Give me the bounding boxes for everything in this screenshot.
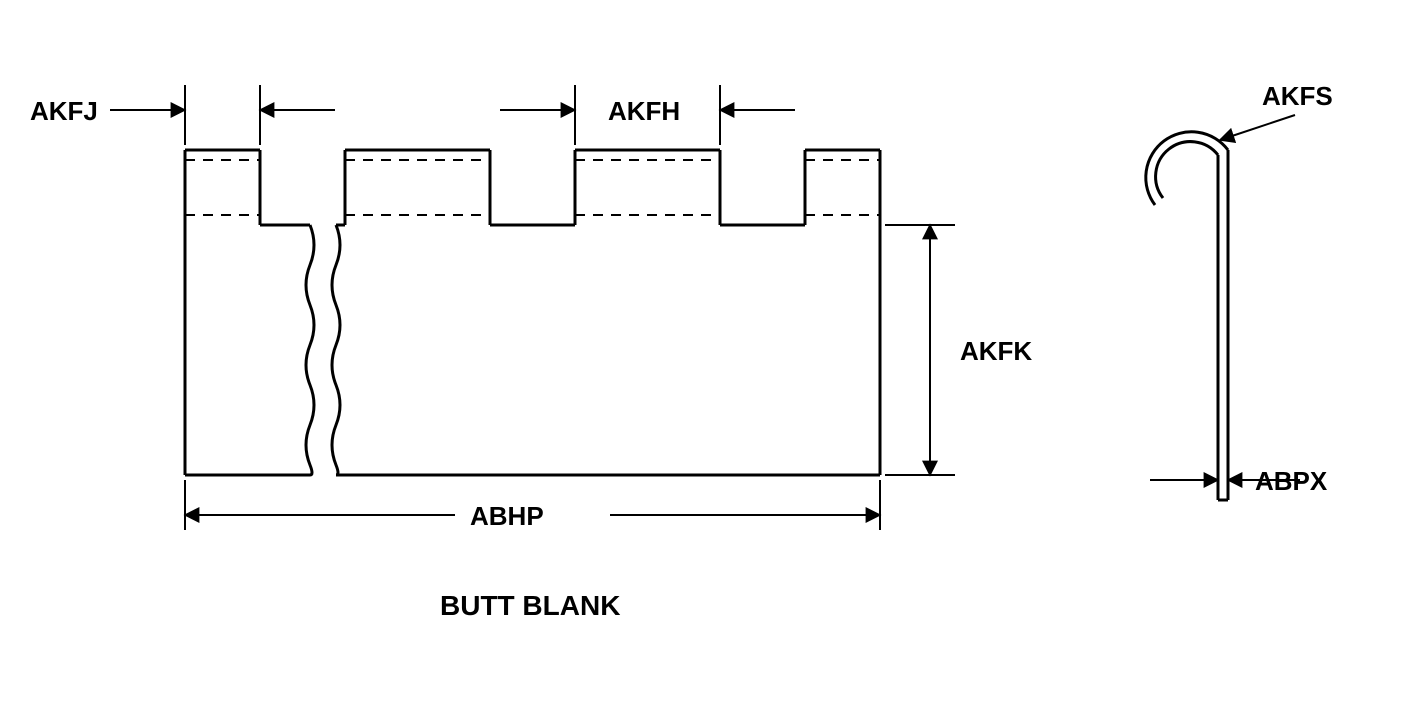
label-abhp: ABHP	[470, 501, 544, 531]
fold-lines	[185, 160, 880, 215]
diagram-title: BUTT BLANK	[440, 590, 620, 621]
dim-abhp: ABHP	[185, 480, 880, 531]
dim-akfj: AKFJ	[30, 85, 335, 145]
dim-akfh: AKFH	[500, 85, 795, 145]
label-akfj: AKFJ	[30, 96, 98, 126]
side-view: AKFS ABPX	[1146, 81, 1333, 500]
label-akfk: AKFK	[960, 336, 1032, 366]
break-lines	[306, 225, 340, 475]
dim-akfk: AKFK	[885, 225, 1032, 475]
label-akfs: AKFS	[1262, 81, 1333, 111]
dim-abpx: ABPX	[1150, 466, 1328, 496]
main-view: AKFJ AKFH AKFK ABHP	[30, 85, 1032, 531]
label-abpx: ABPX	[1255, 466, 1328, 496]
butt-blank-diagram: AKFJ AKFH AKFK ABHP	[0, 0, 1426, 702]
label-akfh: AKFH	[608, 96, 680, 126]
dim-akfs: AKFS	[1220, 81, 1333, 140]
